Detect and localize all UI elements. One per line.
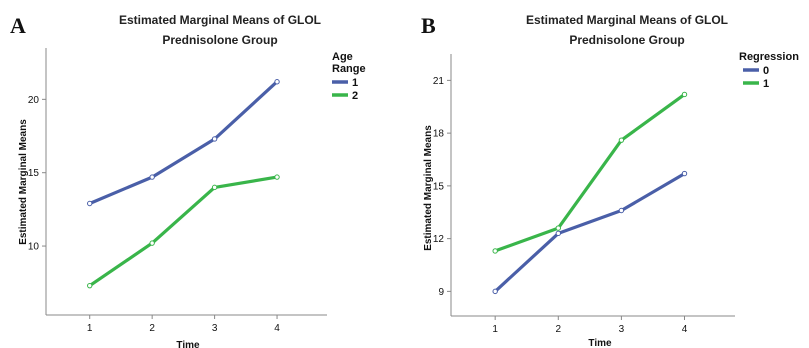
chart-b-series-0-line — [493, 172, 687, 293]
chart-a-xtick-label-2: 2 — [149, 323, 155, 334]
chart-b-series-1-point-1 — [492, 248, 498, 254]
chart-a-legend-title-line: Range — [332, 63, 366, 75]
chart-b-ytick-label-15: 15 — [433, 181, 445, 192]
chart-a-title: Estimated Marginal Means of GLOL — [119, 13, 321, 27]
chart-a-xtick-label-1: 1 — [87, 323, 93, 334]
chart-b-xtick-label-2: 2 — [556, 324, 562, 335]
chart-b-series-1-point-4 — [681, 91, 688, 98]
chart-b-ytick-label-21: 21 — [433, 76, 445, 87]
chart-b-legend-label-1: 1 — [763, 78, 769, 90]
panel-letter-b: B — [421, 13, 436, 38]
chart-a-series-1-point-3 — [211, 136, 218, 142]
panel-a: A Estimated Marginal Means of GLOL Predn… — [0, 0, 404, 348]
chart-b-series-0-point-4 — [681, 170, 688, 177]
chart-a-series-2-point-1 — [87, 282, 93, 289]
chart-a-series-2-point-2 — [149, 240, 155, 246]
chart-b-xlabel: Time — [588, 338, 612, 348]
chart-a-series-1-point-1 — [87, 200, 93, 207]
chart-a-ytick-label-20: 20 — [28, 95, 40, 106]
chart-b-series-1-point-3 — [618, 137, 625, 143]
chart-b-series-0-point-2 — [555, 230, 561, 237]
chart-b-title: Estimated Marginal Means of GLOL — [526, 13, 728, 27]
chart-a-xtick-label-3: 3 — [212, 323, 218, 334]
chart-b-xtick-label-4: 4 — [682, 324, 688, 335]
chart-b-legend-title: Regression — [739, 51, 799, 63]
chart-b-subtitle: Prednisolone Group — [569, 33, 684, 47]
chart-a-legend-title-line: Age — [332, 51, 353, 63]
chart-a-subtitle: Prednisolone Group — [162, 33, 277, 47]
chart-b-series-0-point-3 — [618, 207, 625, 214]
chart-b-ylabel: Estimated Marginal Means — [423, 125, 434, 251]
chart-b-xtick-label-3: 3 — [619, 324, 625, 335]
chart-b-series-1-line — [493, 92, 687, 253]
chart-b-ytick-label-9: 9 — [438, 287, 444, 298]
chart-a-series-2-point-3 — [211, 184, 218, 191]
chart-a-series-2-point-4 — [274, 174, 280, 180]
chart-a-series-1-line — [88, 80, 279, 206]
chart-a-ytick-label-15: 15 — [28, 168, 40, 179]
chart-b-ytick-label-12: 12 — [433, 234, 445, 245]
chart-a-ytick-label-10: 10 — [28, 242, 40, 253]
chart-a-series-1-point-4 — [274, 79, 280, 85]
chart-b-ytick-label-18: 18 — [433, 129, 445, 140]
chart-a-svg: A Estimated Marginal Means of GLOL Predn… — [10, 13, 366, 348]
chart-a-xtick-label-4: 4 — [274, 323, 280, 334]
chart-a-series-1-point-2 — [149, 174, 155, 180]
chart-a-ylabel: Estimated Marginal Means — [18, 119, 29, 245]
chart-b-series-1-point-2 — [555, 225, 561, 231]
panel-b: B Estimated Marginal Means of GLOL Predn… — [405, 0, 809, 348]
panel-letter-a: A — [10, 13, 26, 38]
chart-a-series-2-line — [88, 175, 279, 288]
chart-a-legend-label-2: 2 — [352, 90, 358, 102]
chart-a-xlabel: Time — [176, 340, 200, 348]
chart-b-xtick-label-1: 1 — [492, 324, 498, 335]
chart-b-legend-label-0: 0 — [763, 65, 769, 77]
chart-a-legend-title: Age Range — [332, 51, 366, 75]
chart-b-svg: B Estimated Marginal Means of GLOL Predn… — [421, 13, 799, 348]
chart-b-series-0-point-1 — [492, 288, 498, 295]
chart-a-legend-label-1: 1 — [352, 77, 358, 89]
